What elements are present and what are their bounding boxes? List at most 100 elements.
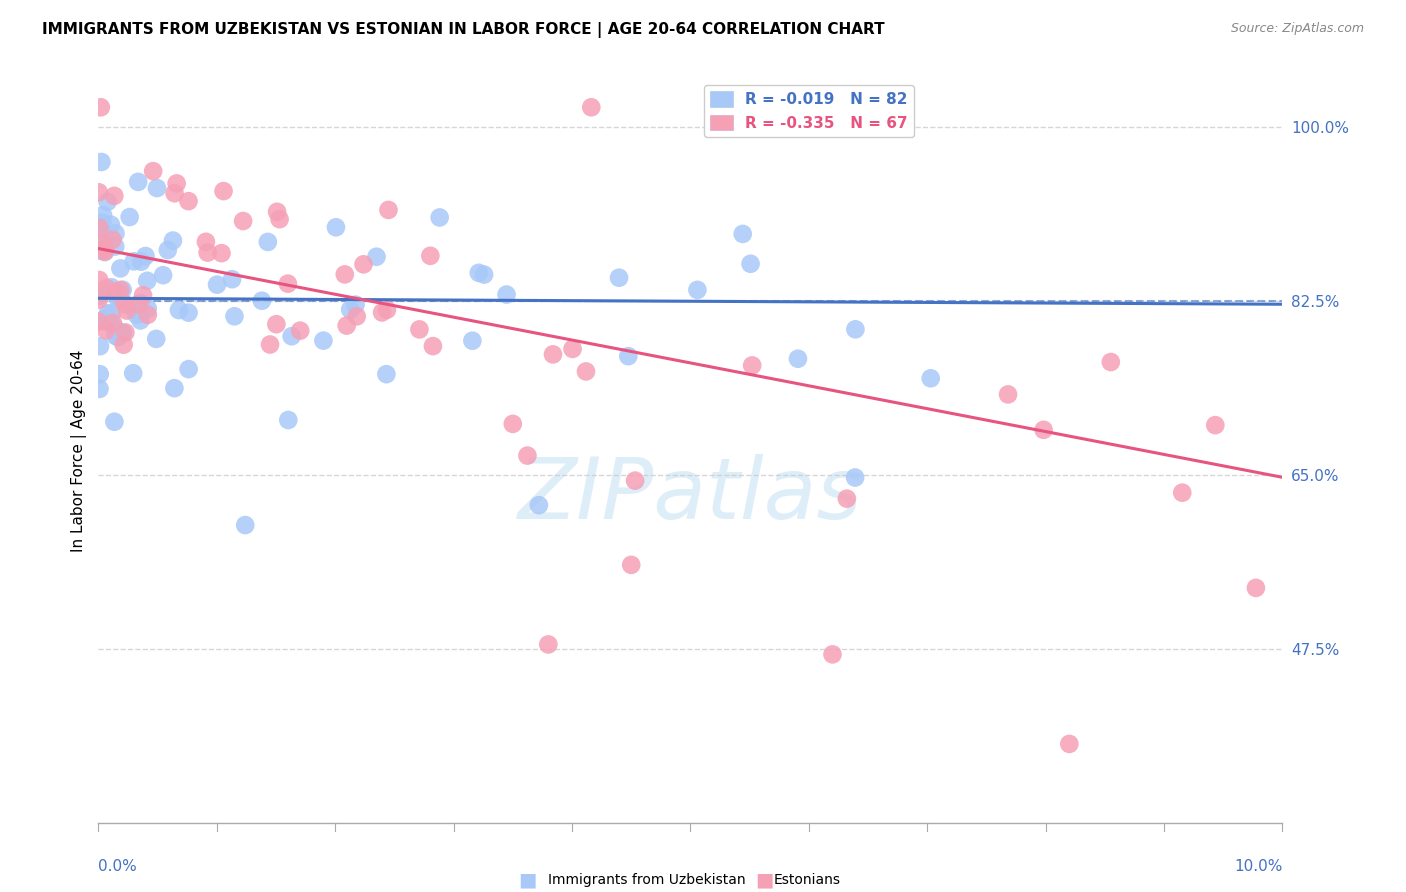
Text: 0.0%: 0.0% (98, 859, 138, 874)
Point (89, 367, 111, 381)
Point (920, 371, 942, 385)
Point (686, 283, 709, 297)
Point (112, 337, 135, 351)
Point (377, 202, 399, 217)
Point (257, 235, 280, 249)
Point (87, 186, 110, 200)
Point (339, 302, 361, 317)
Point (422, 339, 444, 353)
Point (194, 235, 217, 249)
Point (110, 283, 132, 297)
Point (125, 304, 148, 318)
Text: Estonians: Estonians (773, 872, 841, 887)
Point (731, 227, 754, 241)
Point (375, 302, 398, 317)
Point (89, 339, 111, 353)
Point (111, 283, 134, 297)
Point (366, 250, 388, 264)
Point (787, 351, 810, 366)
Point (100, 218, 122, 232)
Point (122, 254, 145, 268)
Point (104, 239, 127, 253)
Point (336, 318, 359, 333)
Point (96, 310, 118, 325)
Point (97, 315, 120, 329)
Point (91, 216, 114, 230)
Point (91, 208, 114, 222)
Point (129, 296, 152, 310)
Point (844, 470, 866, 484)
Point (93, 314, 115, 328)
Point (97, 194, 120, 209)
Point (266, 317, 288, 331)
Point (118, 210, 141, 224)
Point (104, 320, 127, 334)
Point (197, 245, 219, 260)
Point (125, 308, 148, 322)
Point (87, 244, 110, 258)
Point (146, 181, 169, 195)
Point (835, 491, 858, 506)
Point (429, 211, 451, 225)
Point (90, 155, 112, 169)
Point (103, 189, 125, 203)
Point (1171, 485, 1194, 500)
Point (344, 298, 367, 312)
Point (997, 387, 1019, 401)
Point (120, 300, 142, 314)
Point (87, 293, 110, 307)
Point (132, 288, 155, 302)
Point (266, 204, 288, 219)
Point (211, 246, 233, 260)
Point (94, 245, 117, 260)
Point (325, 220, 347, 235)
Point (87, 314, 110, 328)
Point (91, 236, 114, 251)
Point (177, 194, 200, 209)
Point (97, 306, 120, 320)
Point (136, 274, 159, 288)
Point (89, 382, 111, 396)
Point (212, 184, 235, 198)
Point (115, 303, 138, 318)
Point (333, 268, 356, 282)
Point (163, 381, 186, 395)
Point (87, 228, 110, 243)
Point (89, 273, 111, 287)
Point (741, 359, 763, 373)
Text: ■: ■ (519, 871, 537, 889)
Point (127, 175, 149, 189)
Point (1099, 355, 1122, 369)
Legend: R = -0.019   N = 82, R = -0.335   N = 67: R = -0.019 N = 82, R = -0.335 N = 67 (704, 85, 914, 136)
Point (277, 413, 299, 427)
Point (290, 324, 312, 338)
Point (205, 277, 228, 292)
Point (259, 337, 281, 351)
Point (177, 362, 200, 376)
Text: Source: ZipAtlas.com: Source: ZipAtlas.com (1230, 22, 1364, 36)
Point (107, 330, 129, 344)
Point (166, 177, 188, 191)
Point (167, 303, 190, 318)
Point (101, 233, 124, 247)
Point (89, 221, 111, 235)
Point (575, 364, 598, 378)
Point (502, 417, 524, 431)
Point (129, 313, 152, 327)
Point (221, 272, 243, 286)
Text: ■: ■ (755, 871, 773, 889)
Point (177, 306, 200, 320)
Text: 10.0%: 10.0% (1234, 859, 1282, 874)
Point (1204, 418, 1226, 433)
Point (100, 280, 122, 294)
Point (101, 306, 124, 320)
Point (101, 316, 124, 330)
Point (114, 326, 136, 340)
Point (233, 518, 256, 533)
Point (232, 214, 254, 228)
Point (96, 281, 118, 295)
Point (250, 293, 273, 308)
Point (163, 186, 186, 201)
Point (162, 234, 184, 248)
Point (821, 648, 844, 662)
